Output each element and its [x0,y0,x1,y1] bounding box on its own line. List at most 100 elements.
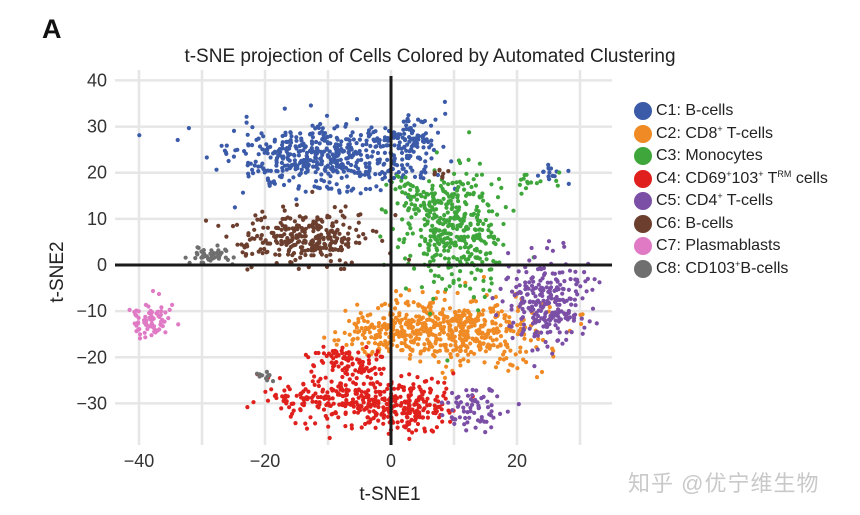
data-point [346,231,351,236]
data-point [408,187,413,192]
data-point [311,253,316,258]
data-point [519,191,524,196]
data-point [398,185,403,190]
legend-item: C8: CD103+B-cells [634,258,828,281]
data-point [313,391,318,396]
data-point [441,229,446,234]
data-point [432,403,437,408]
data-point [573,303,578,308]
data-point [441,196,446,201]
data-point [515,332,520,337]
data-point [244,114,249,119]
data-point [265,151,270,156]
data-point [447,245,452,250]
data-point [417,395,422,400]
data-point [170,302,175,307]
y-tick-label: −30 [76,393,107,413]
data-point [546,166,551,171]
data-point [334,164,339,169]
data-point [469,212,474,217]
data-point [397,383,402,388]
data-point [489,182,494,187]
data-point [448,231,453,237]
data-point [278,220,283,225]
data-point [400,166,405,171]
legend-swatch [634,147,652,166]
data-point [528,307,533,312]
data-point [545,344,550,349]
data-point [385,325,391,330]
series-8 [183,243,276,384]
data-point [419,285,424,290]
data-point [333,142,338,147]
data-point [415,375,420,380]
data-point [254,371,260,376]
data-point [265,398,271,403]
data-point [294,138,299,143]
data-point [381,408,387,413]
data-point [347,377,352,382]
data-point [379,371,384,376]
data-point [230,224,236,229]
data-point [370,397,375,402]
data-point [338,209,343,214]
data-point [257,374,262,379]
data-point [376,401,381,406]
data-point [476,405,482,410]
y-tick-label: 30 [87,117,107,137]
data-point [507,319,512,324]
data-point [473,397,478,403]
data-point [488,328,493,333]
data-point [407,372,412,377]
data-point [429,138,434,143]
data-point [297,214,302,219]
data-point [262,246,267,252]
data-point [430,216,435,221]
data-point [142,330,147,335]
data-point [567,268,573,273]
data-point [433,237,438,242]
data-point [355,357,360,362]
data-point [463,283,468,288]
data-point [541,266,547,271]
data-point [409,417,414,422]
data-point [468,324,473,329]
legend-label: C3: Monocytes [656,147,763,165]
data-point [375,157,380,163]
legend-item: C5: CD4+ T-cells [634,190,828,213]
data-point [355,410,361,415]
data-point [359,425,364,430]
data-point [296,184,302,189]
data-point [470,393,475,398]
data-point [430,255,435,260]
data-point [397,237,402,242]
data-point [240,190,246,195]
data-point [421,145,426,150]
legend-item: C6: B-cells [634,213,828,236]
data-point [408,197,413,202]
data-point [488,335,493,340]
data-point [481,274,486,280]
data-point [462,187,467,192]
data-point [456,199,461,204]
data-point [347,350,352,355]
data-point [328,141,333,146]
data-point [377,141,382,146]
data-point [282,106,287,111]
data-point [357,360,362,365]
data-point [256,249,261,254]
data-point [442,256,448,261]
data-point [366,393,371,398]
data-point [565,315,571,321]
data-point [407,333,412,338]
data-point [358,311,363,316]
data-point [532,334,537,339]
data-point [287,178,292,183]
data-point [300,228,305,233]
data-point [562,244,567,249]
data-point [356,220,361,225]
data-point [479,396,484,401]
data-point [211,256,216,261]
data-point [483,335,489,340]
data-point [339,139,344,144]
